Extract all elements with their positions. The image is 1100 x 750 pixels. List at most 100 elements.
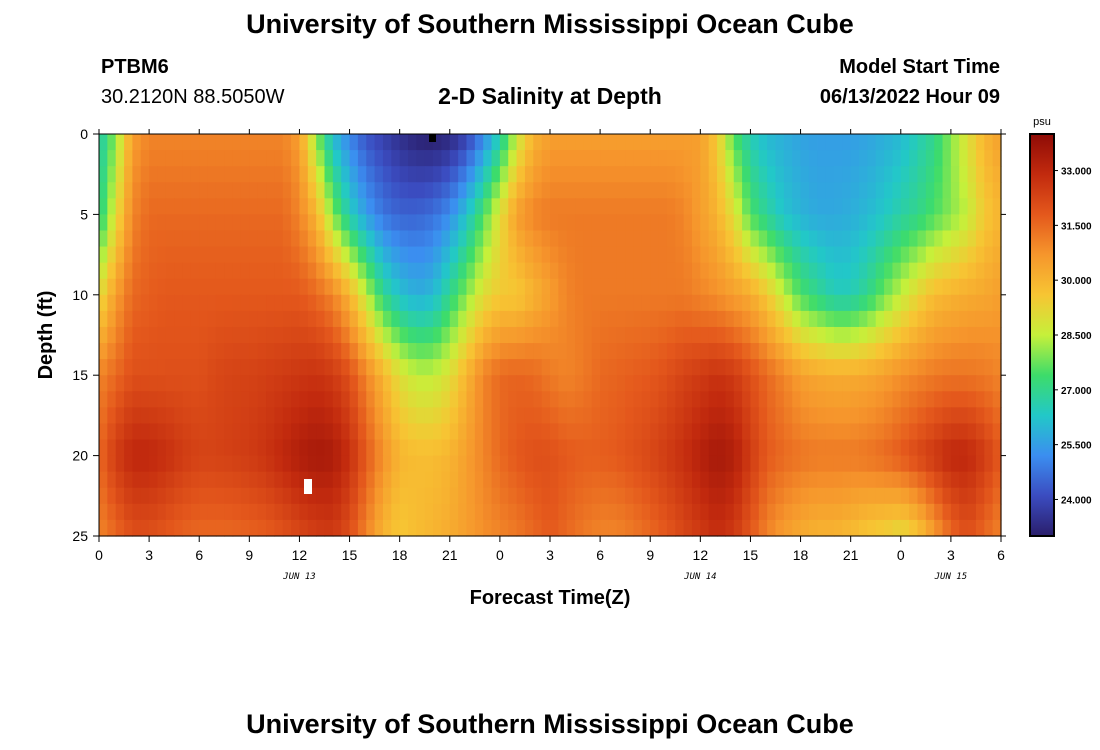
- heatmap-cell: [474, 375, 484, 392]
- heatmap-cell: [566, 503, 576, 521]
- heatmap-cell: [332, 519, 342, 537]
- heatmap-cell: [950, 439, 960, 457]
- heatmap-cell: [257, 503, 267, 521]
- heatmap-cell: [357, 214, 367, 232]
- heatmap-cell: [533, 198, 543, 215]
- heatmap-cell: [182, 278, 192, 296]
- heatmap-cell: [925, 150, 935, 167]
- heatmap-cell: [182, 391, 192, 408]
- heatmap-cell: [408, 246, 417, 264]
- heatmap-cell: [282, 230, 292, 248]
- heatmap-cell: [374, 214, 384, 232]
- heatmap-cell: [366, 423, 376, 441]
- heatmap-cell: [675, 166, 685, 183]
- heatmap-cell: [750, 343, 760, 360]
- heatmap-cell: [909, 134, 919, 151]
- heatmap-cell: [357, 455, 367, 473]
- heatmap-cell: [240, 375, 250, 392]
- heatmap-cell: [792, 407, 802, 425]
- heatmap-cell: [524, 134, 534, 151]
- heatmap-cell: [600, 391, 610, 408]
- heatmap-cell: [984, 359, 994, 376]
- heatmap-cell: [959, 166, 969, 183]
- heatmap-cell: [524, 375, 534, 392]
- heatmap-cell: [758, 423, 768, 441]
- heatmap-cell: [733, 294, 743, 312]
- heatmap-cell: [99, 150, 108, 167]
- heatmap-cell: [884, 407, 894, 425]
- heatmap-cell: [391, 439, 401, 457]
- heatmap-cell: [842, 182, 852, 199]
- heatmap-cell: [416, 407, 426, 425]
- heatmap-cell: [600, 519, 610, 537]
- heatmap-cell: [257, 343, 267, 360]
- heatmap-cell: [466, 278, 476, 296]
- heatmap-cell: [575, 471, 585, 489]
- heatmap-cell: [875, 278, 885, 296]
- heatmap-cell: [174, 134, 184, 151]
- heatmap-cell: [825, 262, 835, 280]
- heatmap-cell: [725, 246, 735, 264]
- heatmap-cell: [758, 359, 768, 376]
- heatmap-cell: [550, 359, 559, 376]
- heatmap-cell: [967, 166, 977, 183]
- heatmap-cell: [892, 326, 902, 344]
- heatmap-cell: [215, 503, 225, 521]
- heatmap-cell: [115, 182, 125, 199]
- heatmap-cell: [934, 166, 944, 183]
- heatmap-cell: [274, 423, 284, 441]
- heatmap-cell: [708, 134, 718, 151]
- heatmap-cell: [124, 214, 134, 232]
- heatmap-cell: [867, 166, 877, 183]
- heatmap-cell: [332, 294, 342, 312]
- heatmap-cell: [733, 326, 743, 344]
- heatmap-cell: [717, 150, 726, 167]
- heatmap-cell: [508, 134, 518, 151]
- heatmap-cell: [750, 214, 760, 232]
- heatmap-cell: [650, 278, 660, 296]
- heatmap-cell: [215, 439, 225, 457]
- heatmap-cell: [700, 359, 710, 376]
- heatmap-cell: [240, 343, 250, 360]
- heatmap-cell: [182, 471, 192, 489]
- heatmap-cell: [909, 519, 919, 537]
- heatmap-cell: [967, 439, 977, 457]
- heatmap-cell: [433, 471, 443, 489]
- heatmap-cell: [408, 503, 417, 521]
- heatmap-cell: [341, 359, 351, 376]
- heatmap-cell: [566, 246, 576, 264]
- heatmap-cell: [282, 326, 292, 344]
- heatmap-cell: [207, 246, 217, 264]
- heatmap-cell: [625, 503, 635, 521]
- heatmap-cell: [357, 150, 367, 167]
- heatmap-cell: [307, 246, 317, 264]
- heatmap-cell: [825, 519, 835, 537]
- heatmap-cell: [132, 471, 142, 489]
- heatmap-cell: [700, 294, 710, 312]
- heatmap-cell: [892, 519, 902, 537]
- heatmap-cell: [842, 134, 852, 151]
- heatmap-cell: [859, 455, 868, 473]
- heatmap-cell: [708, 214, 718, 232]
- heatmap-cell: [157, 214, 167, 232]
- heatmap-cell: [867, 246, 877, 264]
- heatmap-cell: [550, 343, 559, 360]
- heatmap-cell: [800, 439, 810, 457]
- heatmap-cell: [625, 182, 635, 199]
- heatmap-cell: [942, 439, 952, 457]
- heatmap-cell: [249, 407, 259, 425]
- heatmap-cell: [357, 391, 367, 408]
- heatmap-cell: [257, 519, 267, 537]
- heatmap-cell: [708, 519, 718, 537]
- heatmap-cell: [140, 182, 150, 199]
- heatmap-cell: [641, 182, 651, 199]
- heatmap-cell: [992, 375, 1002, 392]
- heatmap-cell: [441, 391, 451, 408]
- heatmap-cell: [140, 278, 150, 296]
- heatmap-cell: [115, 423, 125, 441]
- heatmap-cell: [708, 182, 718, 199]
- heatmap-cell: [433, 310, 443, 328]
- heatmap-cell: [775, 471, 785, 489]
- heatmap-cell: [257, 423, 267, 441]
- heatmap-cell: [775, 198, 785, 215]
